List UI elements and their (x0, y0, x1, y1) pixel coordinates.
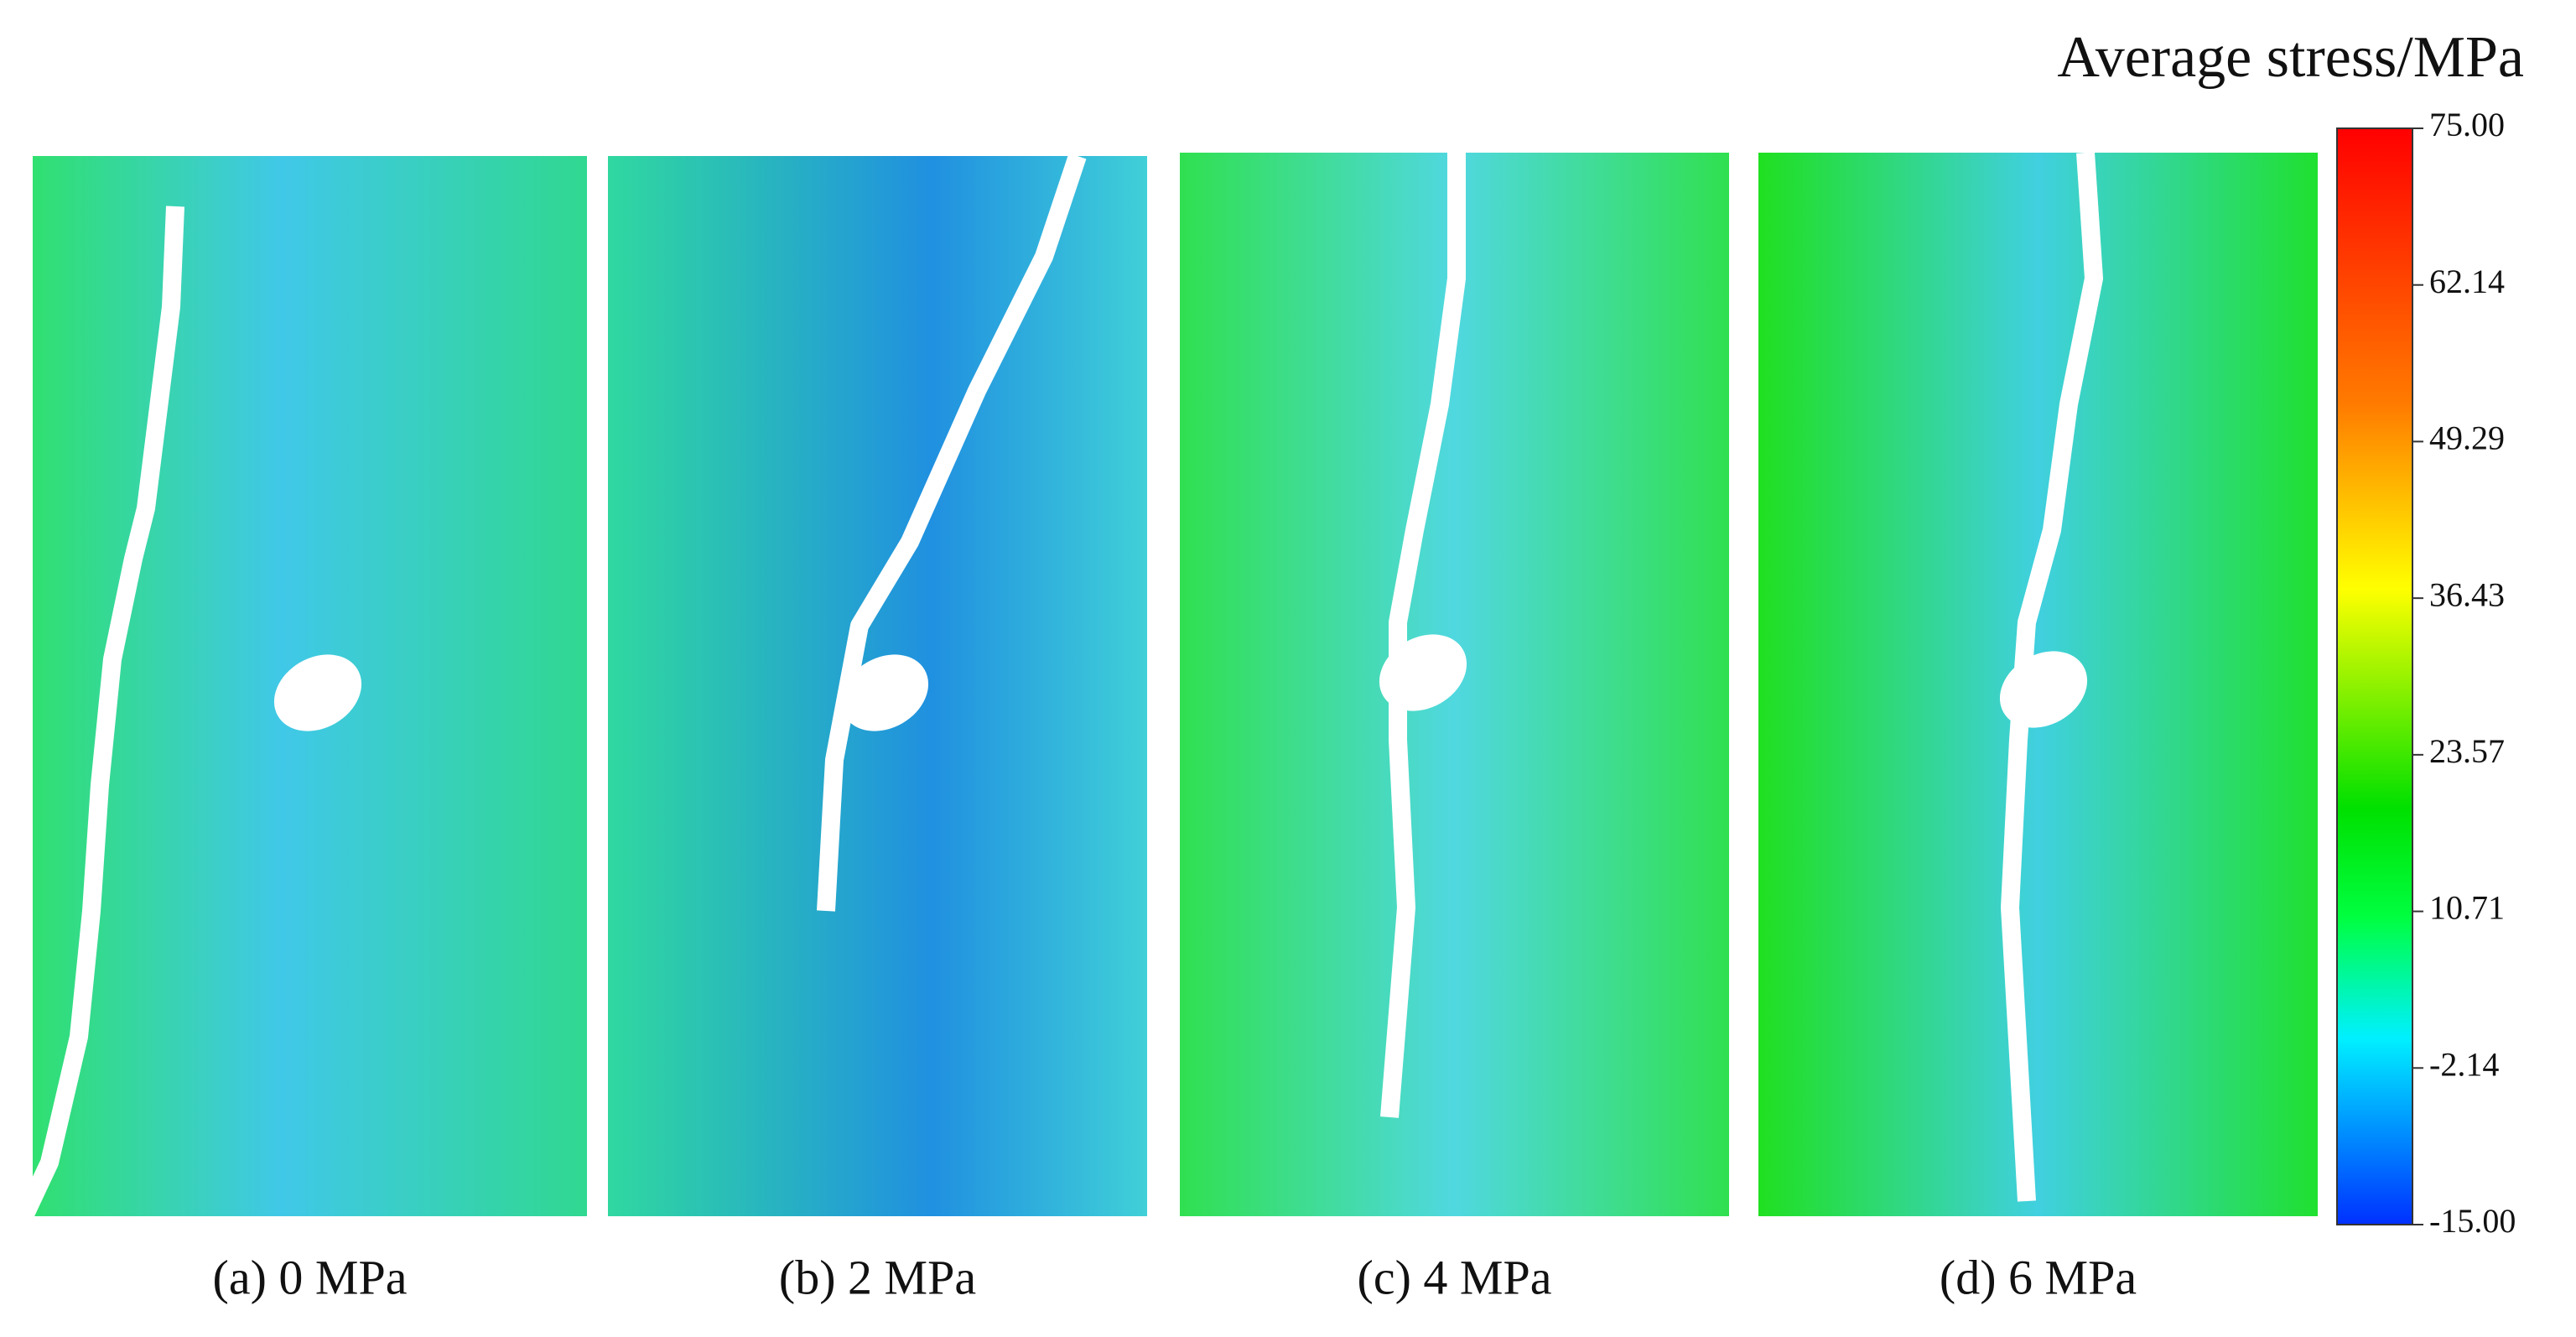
colorbar-tick-label: 23.57 (2429, 732, 2505, 770)
panel-caption: (d) 6 MPa (1940, 1250, 2137, 1304)
borehole (1999, 651, 2088, 728)
colorbar-tick-label: 75.00 (2429, 106, 2505, 143)
colorbar-tick-label: -15.00 (2429, 1202, 2516, 1240)
colorbar-tick-label: 49.29 (2429, 419, 2505, 457)
crack (1380, 153, 1466, 1118)
colorbar-tick-label: -2.14 (2429, 1045, 2499, 1083)
colorbar-tick-label: 62.14 (2429, 263, 2505, 300)
borehole (273, 654, 362, 731)
colorbar (2336, 127, 2413, 1225)
crack (2001, 152, 2103, 1202)
crack (817, 153, 1087, 912)
colorbar-tick-label: 10.71 (2429, 889, 2505, 927)
borehole (1379, 634, 1467, 711)
panel-caption: (c) 4 MPa (1358, 1250, 1552, 1304)
borehole (840, 654, 929, 731)
colorbar-title: Average stress/MPa (2057, 25, 2524, 90)
panel-caption: (b) 2 MPa (779, 1250, 976, 1304)
crack (16, 205, 184, 1220)
panel-caption: (a) 0 MPa (213, 1250, 408, 1304)
colorbar-tick-label: 36.43 (2429, 575, 2505, 613)
